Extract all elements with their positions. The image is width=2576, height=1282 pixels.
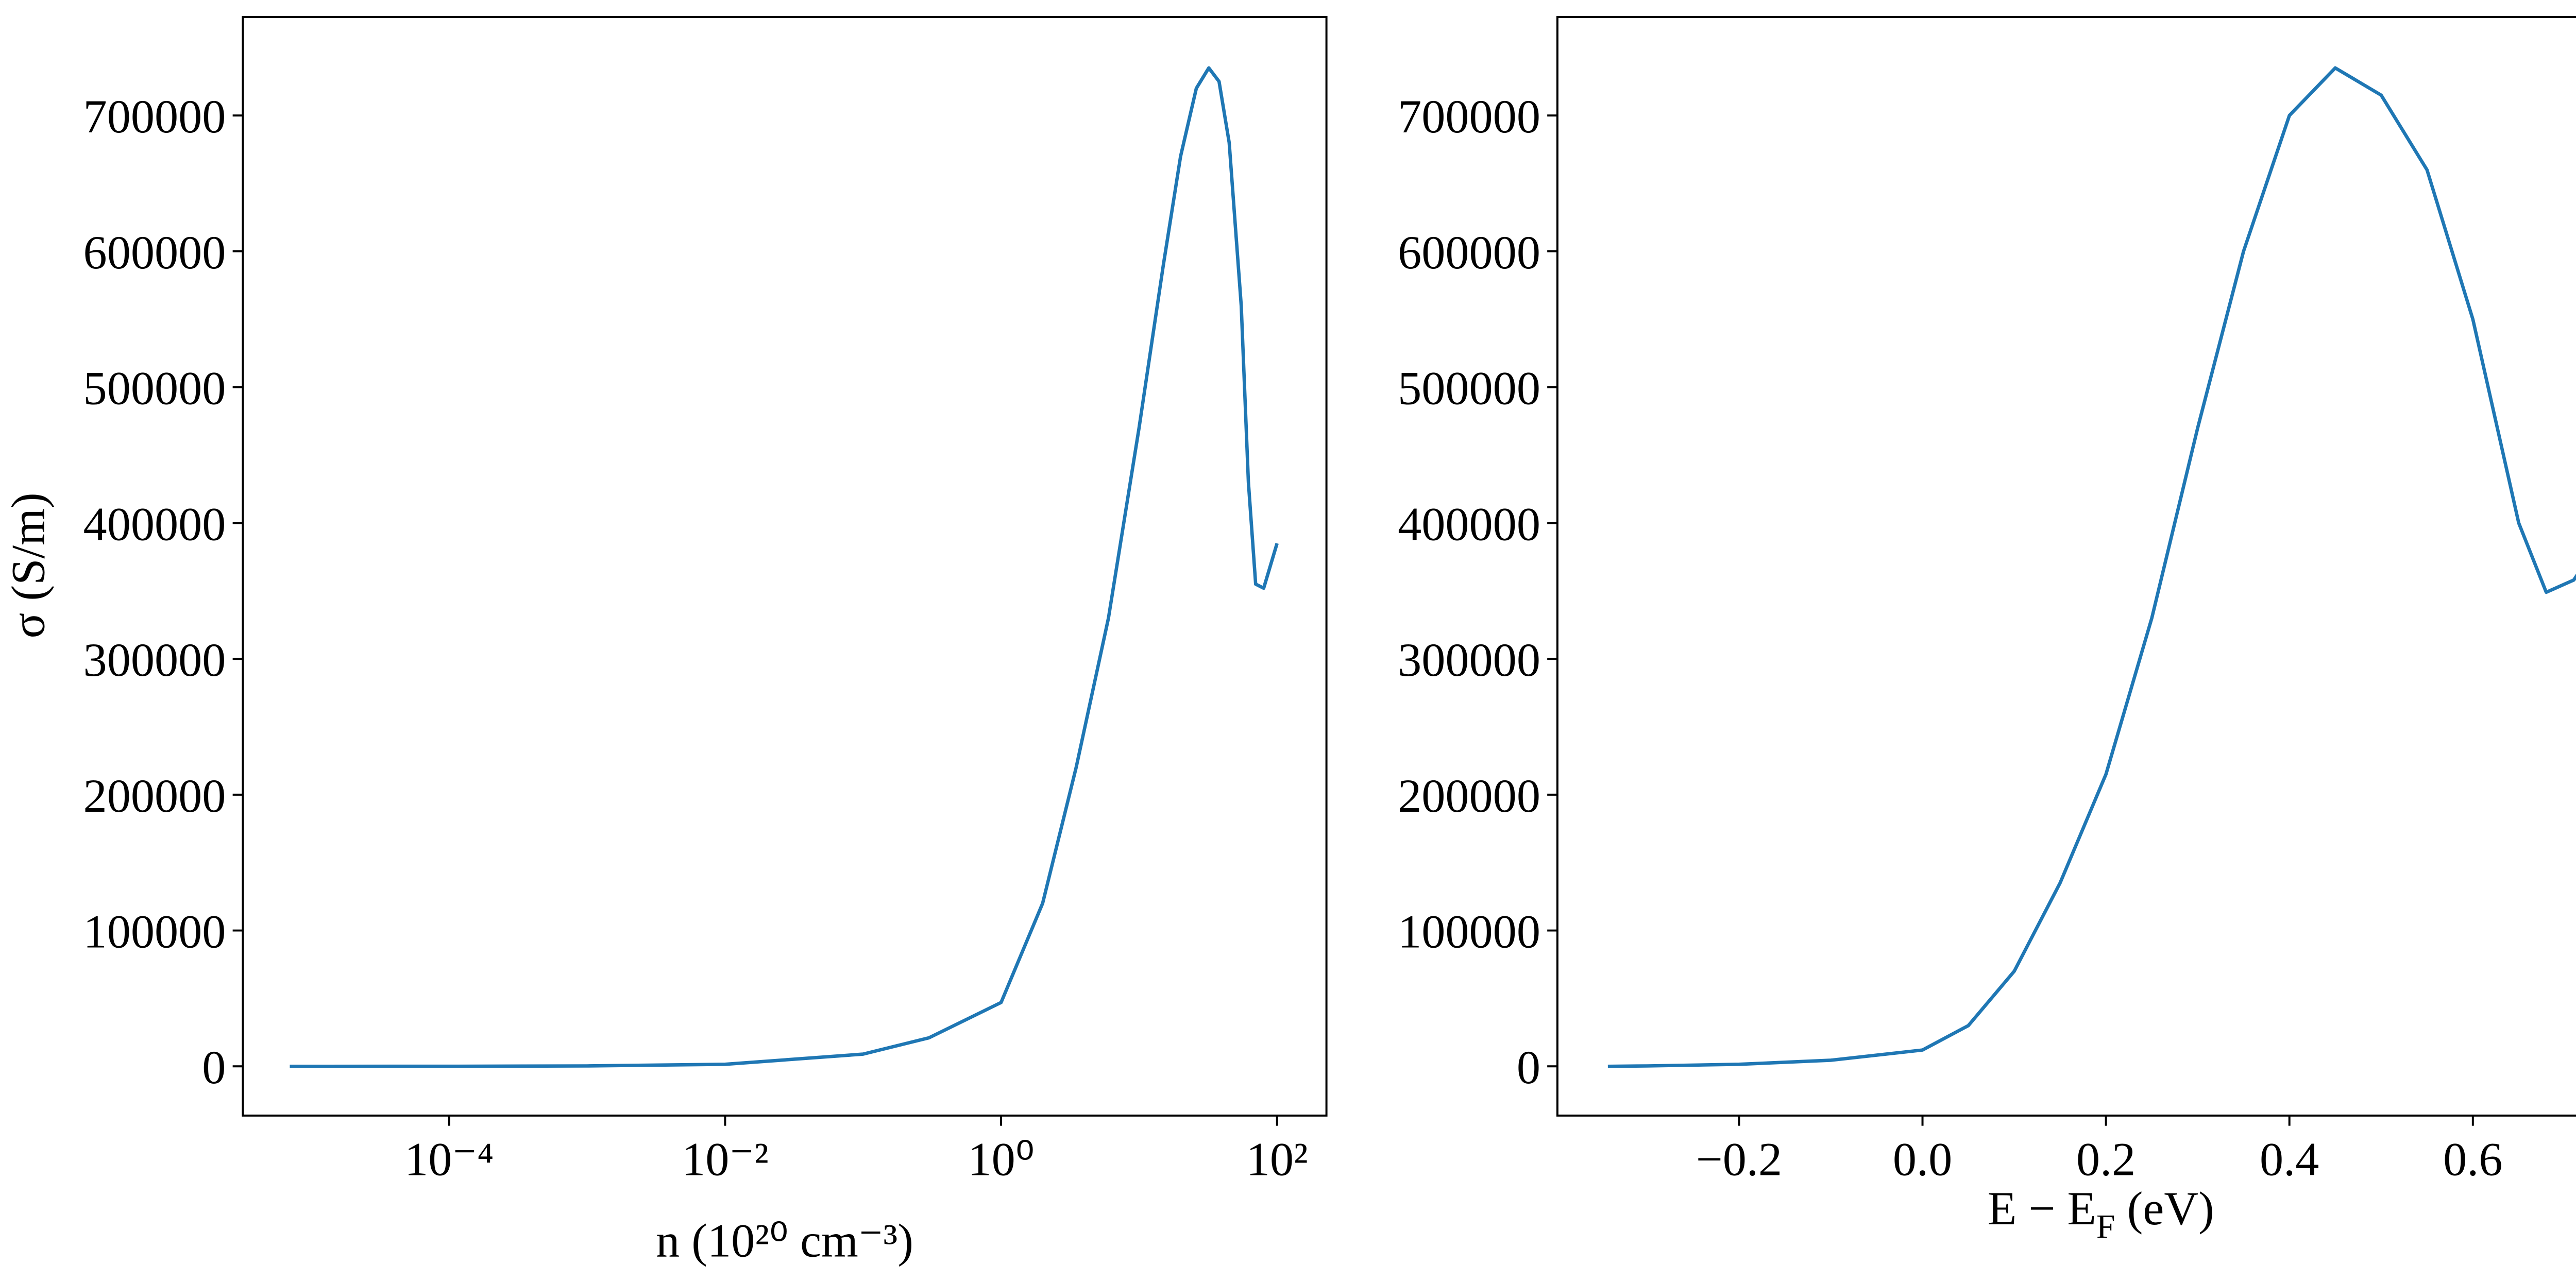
y-tick-label: 0 bbox=[1517, 1041, 1540, 1093]
x-axis-label: n (10²⁰ cm⁻³) bbox=[656, 1215, 913, 1267]
y-tick-label: 100000 bbox=[83, 905, 226, 958]
x-tick-label: 10⁻⁴ bbox=[404, 1133, 494, 1185]
x-tick-label: 0.2 bbox=[2076, 1133, 2136, 1185]
x-label-part: (eV) bbox=[2115, 1182, 2214, 1235]
y-tick-label: 400000 bbox=[1398, 498, 1540, 550]
y-tick-label: 400000 bbox=[83, 498, 226, 550]
y-tick-label: 0 bbox=[202, 1041, 226, 1093]
x-tick-label: 0.6 bbox=[2443, 1133, 2502, 1185]
y-tick-label: 700000 bbox=[1398, 90, 1540, 143]
x-tick-label: 10⁻² bbox=[682, 1133, 769, 1185]
data-line bbox=[290, 66, 1279, 1068]
y-tick-label: 200000 bbox=[1398, 770, 1540, 822]
data-line bbox=[1607, 66, 2576, 1068]
plot-frame bbox=[242, 16, 1328, 1117]
x-label-part: E − E bbox=[1988, 1182, 2096, 1235]
y-tick-label: 300000 bbox=[83, 634, 226, 686]
y-tick-label: 600000 bbox=[83, 226, 226, 279]
plot-frame bbox=[1556, 16, 2576, 1117]
y-tick-label: 500000 bbox=[1398, 362, 1540, 415]
y-tick-label: 200000 bbox=[83, 770, 226, 822]
y-tick-label: 700000 bbox=[83, 90, 226, 143]
y-tick-label: 300000 bbox=[1398, 634, 1540, 686]
x-tick-label: 10² bbox=[1246, 1133, 1308, 1185]
y-tick-label: 600000 bbox=[1398, 226, 1540, 279]
x-tick-label: 0.0 bbox=[1893, 1133, 1952, 1185]
x-label-subscript: F bbox=[2096, 1208, 2115, 1245]
y-tick-label: 500000 bbox=[83, 362, 226, 415]
x-tick-label: 0.4 bbox=[2260, 1133, 2319, 1185]
x-axis-label: E − EF (eV) bbox=[1988, 1182, 2214, 1245]
y-tick-label: 100000 bbox=[1398, 905, 1540, 958]
x-tick-label: 10⁰ bbox=[968, 1133, 1034, 1185]
x-tick-label: −0.2 bbox=[1696, 1133, 1782, 1185]
y-axis-label: σ (S/m) bbox=[2, 492, 55, 638]
